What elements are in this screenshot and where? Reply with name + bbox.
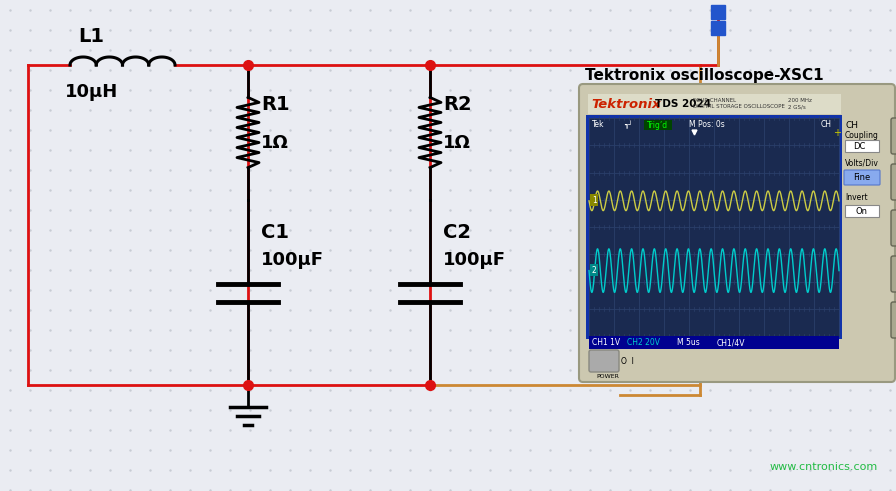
FancyBboxPatch shape — [891, 118, 896, 154]
Text: 1Ω: 1Ω — [261, 134, 289, 152]
FancyBboxPatch shape — [891, 210, 896, 246]
Bar — [845, 140, 879, 152]
Text: POWER: POWER — [596, 374, 619, 379]
Text: DIGITAL STORAGE OSCILLOSCOPE: DIGITAL STORAGE OSCILLOSCOPE — [693, 104, 785, 109]
Text: 2: 2 — [592, 266, 597, 274]
Text: Tektronix: Tektronix — [591, 98, 660, 111]
Text: CH: CH — [845, 121, 858, 130]
Text: Coupling: Coupling — [845, 131, 879, 140]
Text: Tektronix oscilloscope-XSC1: Tektronix oscilloscope-XSC1 — [585, 68, 823, 83]
FancyBboxPatch shape — [891, 164, 896, 200]
Bar — [586, 115, 842, 339]
Bar — [589, 118, 839, 336]
Text: +: + — [833, 128, 841, 138]
Bar — [588, 94, 841, 114]
Text: Invert: Invert — [845, 193, 867, 202]
Bar — [845, 205, 879, 217]
Text: www.cntronics.com: www.cntronics.com — [770, 462, 878, 472]
Text: DC: DC — [853, 142, 866, 151]
Text: Fine: Fine — [853, 173, 870, 182]
FancyBboxPatch shape — [589, 350, 619, 372]
Bar — [711, 21, 725, 35]
FancyBboxPatch shape — [579, 84, 895, 382]
Text: M 5us: M 5us — [677, 338, 700, 347]
Text: FOUR CHANNEL: FOUR CHANNEL — [693, 98, 737, 103]
FancyBboxPatch shape — [891, 302, 896, 338]
Text: Trig’d: Trig’d — [647, 121, 668, 130]
Text: CH1/4V: CH1/4V — [717, 338, 745, 347]
Text: C1: C1 — [261, 223, 289, 242]
Text: M Pos: 0s: M Pos: 0s — [689, 120, 725, 129]
Text: 200 MHz: 200 MHz — [788, 98, 812, 103]
FancyBboxPatch shape — [891, 256, 896, 292]
Text: R1: R1 — [261, 95, 289, 114]
Text: 100μF: 100μF — [261, 251, 324, 269]
Text: CH: CH — [821, 120, 832, 129]
Text: R2: R2 — [443, 95, 471, 114]
Text: 100μF: 100μF — [443, 251, 506, 269]
Text: 1Ω: 1Ω — [443, 134, 471, 152]
Text: CH2 20V: CH2 20V — [627, 338, 660, 347]
Text: ┓┘: ┓┘ — [624, 120, 633, 129]
Text: 2 GS/s: 2 GS/s — [788, 104, 806, 109]
Text: Volts/Div: Volts/Div — [845, 159, 879, 168]
Text: TDS 2024: TDS 2024 — [655, 99, 711, 109]
Text: 1: 1 — [592, 196, 597, 205]
Text: 10μH: 10μH — [65, 83, 118, 101]
FancyBboxPatch shape — [844, 170, 880, 185]
Text: CH1 1V: CH1 1V — [592, 338, 620, 347]
Bar — [644, 120, 672, 130]
Text: Tek: Tek — [592, 120, 605, 129]
Text: L1: L1 — [78, 27, 104, 46]
Text: O  I: O I — [621, 357, 633, 366]
Bar — [711, 5, 725, 19]
Bar — [589, 336, 839, 349]
Text: On: On — [855, 207, 867, 216]
Text: C2: C2 — [443, 223, 471, 242]
